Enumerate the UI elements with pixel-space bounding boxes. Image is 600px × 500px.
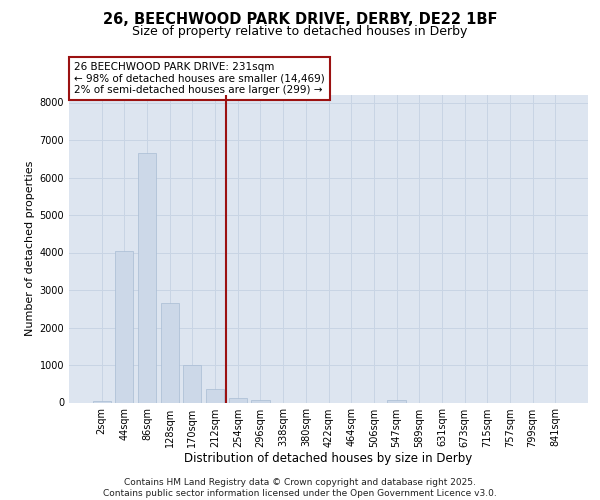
Text: Contains HM Land Registry data © Crown copyright and database right 2025.
Contai: Contains HM Land Registry data © Crown c… — [103, 478, 497, 498]
Y-axis label: Number of detached properties: Number of detached properties — [25, 161, 35, 336]
Text: Size of property relative to detached houses in Derby: Size of property relative to detached ho… — [133, 25, 467, 38]
Bar — [161, 303, 179, 402]
Bar — [115, 250, 133, 402]
X-axis label: Distribution of detached houses by size in Derby: Distribution of detached houses by size … — [184, 452, 473, 466]
Bar — [251, 400, 269, 402]
Bar — [388, 400, 406, 402]
Bar — [184, 365, 202, 403]
Bar — [206, 389, 224, 402]
Bar — [92, 400, 111, 402]
Bar — [138, 153, 156, 402]
Bar — [229, 398, 247, 402]
Text: 26 BEECHWOOD PARK DRIVE: 231sqm
← 98% of detached houses are smaller (14,469)
2%: 26 BEECHWOOD PARK DRIVE: 231sqm ← 98% of… — [74, 62, 325, 95]
Text: 26, BEECHWOOD PARK DRIVE, DERBY, DE22 1BF: 26, BEECHWOOD PARK DRIVE, DERBY, DE22 1B… — [103, 12, 497, 28]
